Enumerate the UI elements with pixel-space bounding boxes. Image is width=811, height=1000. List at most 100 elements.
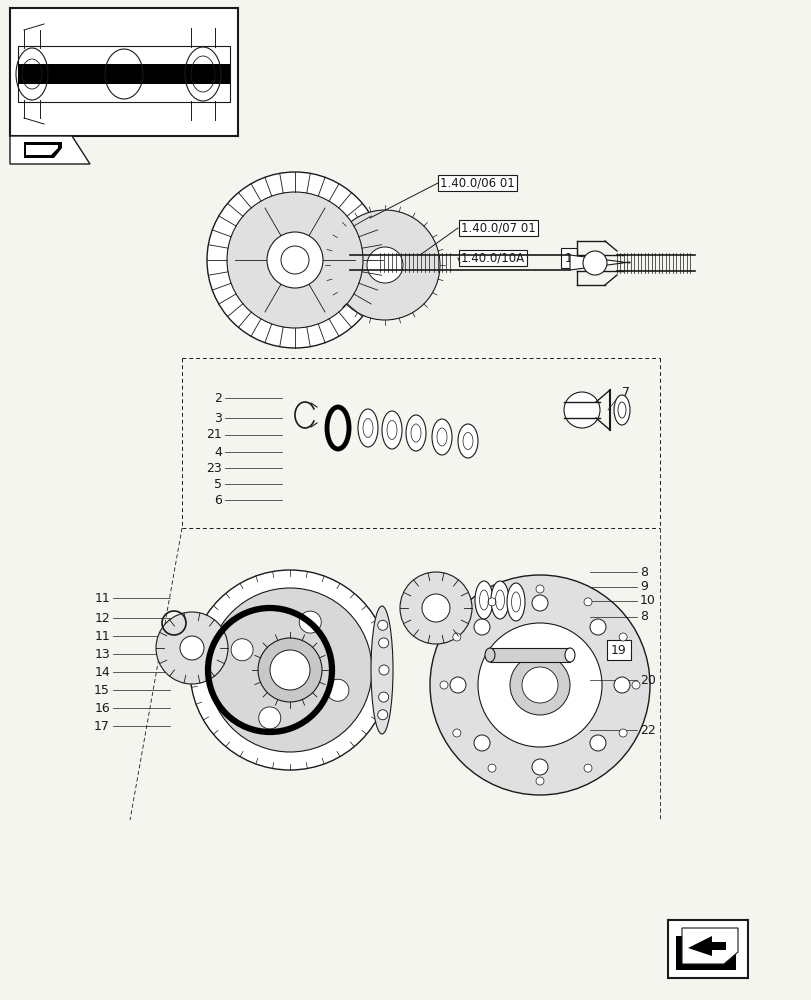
Circle shape <box>521 667 557 703</box>
Bar <box>18 64 230 84</box>
Text: 18: 18 <box>571 644 587 656</box>
Text: 15: 15 <box>94 684 109 696</box>
Circle shape <box>535 585 543 593</box>
Circle shape <box>207 172 383 348</box>
Circle shape <box>378 692 388 702</box>
Circle shape <box>631 681 639 689</box>
Polygon shape <box>681 928 737 964</box>
Text: 8: 8 <box>639 566 647 578</box>
Circle shape <box>478 623 601 747</box>
Ellipse shape <box>491 581 508 619</box>
Circle shape <box>583 598 591 606</box>
Polygon shape <box>26 145 58 155</box>
Ellipse shape <box>371 606 393 734</box>
Text: 6: 6 <box>214 493 221 506</box>
Circle shape <box>453 729 461 737</box>
Circle shape <box>453 633 461 641</box>
Text: 17: 17 <box>94 720 109 732</box>
Circle shape <box>474 735 489 751</box>
Circle shape <box>531 595 547 611</box>
Polygon shape <box>569 255 629 270</box>
Circle shape <box>156 612 228 684</box>
Bar <box>10 8 238 136</box>
Text: 1.40.0/10A: 1.40.0/10A <box>461 251 525 264</box>
Circle shape <box>258 638 322 702</box>
Circle shape <box>509 655 569 715</box>
Text: 14: 14 <box>94 666 109 678</box>
Ellipse shape <box>457 424 478 458</box>
Text: 11: 11 <box>94 591 109 604</box>
Text: 3: 3 <box>214 412 221 424</box>
Circle shape <box>474 619 489 635</box>
Text: 1: 1 <box>564 251 573 264</box>
Text: 11: 11 <box>94 630 109 643</box>
Ellipse shape <box>358 409 378 447</box>
Ellipse shape <box>474 581 492 619</box>
Text: 1.40.0/06 01: 1.40.0/06 01 <box>440 177 514 190</box>
Ellipse shape <box>506 583 525 621</box>
Text: 13: 13 <box>94 648 109 660</box>
Circle shape <box>377 710 387 720</box>
Text: 5: 5 <box>214 478 221 490</box>
Text: 1.40.0/07 01: 1.40.0/07 01 <box>461 222 535 234</box>
Circle shape <box>613 677 629 693</box>
Circle shape <box>582 251 607 275</box>
Polygon shape <box>10 136 90 164</box>
Circle shape <box>487 764 496 772</box>
Bar <box>667 920 747 978</box>
Text: 22: 22 <box>639 724 655 736</box>
Circle shape <box>487 598 496 606</box>
Circle shape <box>618 633 626 641</box>
Circle shape <box>440 681 448 689</box>
Text: 21: 21 <box>206 428 221 442</box>
Circle shape <box>281 246 309 274</box>
Text: 8: 8 <box>639 610 647 624</box>
Circle shape <box>327 679 349 701</box>
Text: 23: 23 <box>206 462 221 475</box>
Circle shape <box>449 677 466 693</box>
Ellipse shape <box>613 395 629 425</box>
Text: 12: 12 <box>94 611 109 624</box>
Circle shape <box>590 619 605 635</box>
Circle shape <box>379 665 388 675</box>
Circle shape <box>618 729 626 737</box>
Circle shape <box>535 777 543 785</box>
Circle shape <box>329 210 440 320</box>
Circle shape <box>378 638 388 648</box>
Circle shape <box>400 572 471 644</box>
Circle shape <box>208 588 371 752</box>
Circle shape <box>590 735 605 751</box>
Polygon shape <box>24 142 62 158</box>
Polygon shape <box>676 936 735 970</box>
Circle shape <box>270 650 310 690</box>
Bar <box>12 10 236 134</box>
Circle shape <box>231 639 253 661</box>
Circle shape <box>190 570 389 770</box>
Text: 10: 10 <box>639 594 655 607</box>
Ellipse shape <box>406 415 426 451</box>
Circle shape <box>180 636 204 660</box>
Ellipse shape <box>381 411 401 449</box>
Bar <box>489 648 569 662</box>
Text: 19: 19 <box>611 644 626 656</box>
Text: 16: 16 <box>94 702 109 714</box>
Bar <box>18 46 230 102</box>
Text: 20: 20 <box>639 674 655 686</box>
Polygon shape <box>687 936 725 956</box>
Circle shape <box>259 707 281 729</box>
Ellipse shape <box>431 419 452 455</box>
Text: 9: 9 <box>639 580 647 593</box>
Text: 7: 7 <box>621 386 629 399</box>
Text: 2: 2 <box>214 391 221 404</box>
Circle shape <box>531 759 547 775</box>
Circle shape <box>227 192 363 328</box>
Circle shape <box>367 247 402 283</box>
Circle shape <box>299 611 321 633</box>
Ellipse shape <box>484 648 495 662</box>
Circle shape <box>422 594 449 622</box>
Text: 4: 4 <box>214 446 221 458</box>
Circle shape <box>583 764 591 772</box>
Circle shape <box>377 620 387 630</box>
Ellipse shape <box>564 648 574 662</box>
Circle shape <box>430 575 649 795</box>
